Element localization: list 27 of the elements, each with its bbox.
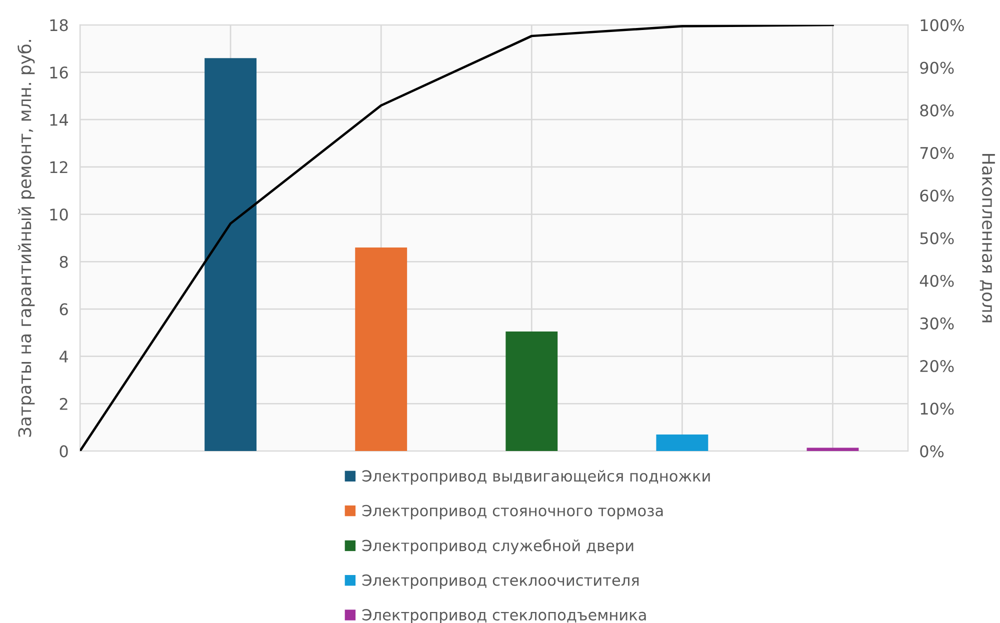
y2-tick-label: 20% [920,360,954,372]
y-axis-title: Затраты на гарантийный ремонт, млн. руб. [18,40,35,437]
legend-label: Электропривод служебной двери [362,539,634,554]
y2-tick-label: 90% [920,62,954,74]
y-tick-label: 16 [50,66,68,79]
y2-tick-label: 30% [920,317,954,330]
y2-tick-label: 60% [920,190,954,202]
y-tick-label: 18 [50,19,68,32]
y-tick-label: 6 [60,303,68,316]
legend-label: Электропривод стояночного тормоза [362,504,663,520]
y2-tick-label: 10% [920,402,954,415]
y-tick-label: 4 [60,350,68,362]
y2-tick-label: 70% [920,146,954,160]
y-tick-label: 0 [60,445,68,458]
y2-tick-label: 80% [920,104,954,116]
legend-label: Электропривод стеклоочистителя [362,574,639,589]
y2-tick-label: 0% [920,445,944,458]
y-tick-label: 14 [50,114,68,126]
y-tick-label: 8 [60,256,68,268]
y2-tick-label: 40% [920,274,954,287]
y-tick-label: 10 [50,208,68,221]
y2-tick-label: 50% [920,232,954,244]
y2-tick-label: 100% [920,19,964,32]
y2-axis-title: Накопленная доля [980,154,995,322]
y-tick-label: 12 [50,161,68,174]
y-tick-label: 2 [60,398,68,410]
legend-label: Электропривод выдвигающейся подножки [362,470,710,485]
